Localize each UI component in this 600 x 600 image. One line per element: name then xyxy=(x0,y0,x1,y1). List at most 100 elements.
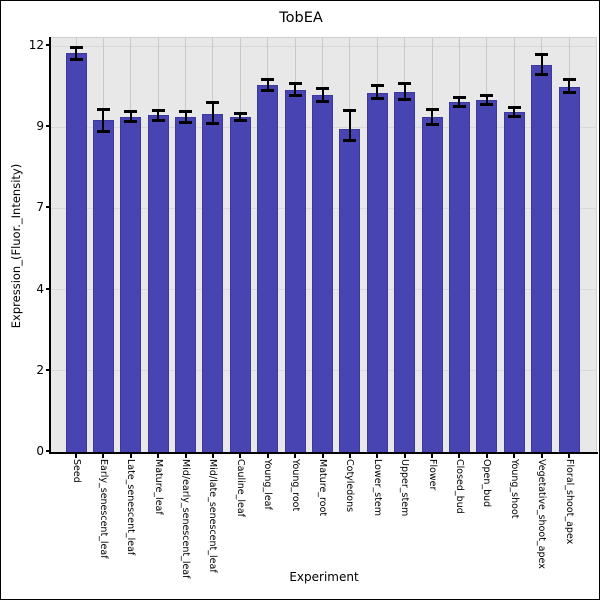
error-bar-cap-top xyxy=(69,45,83,49)
error-bar-cap-bottom xyxy=(480,103,494,107)
error-bar-whisker xyxy=(266,79,269,91)
y-tick-mark xyxy=(46,125,51,128)
error-bar-cap-bottom xyxy=(233,118,247,122)
error-bar-cap-top xyxy=(452,95,466,99)
x-tick-mark xyxy=(431,454,434,458)
error-bar-cap-bottom xyxy=(316,99,329,103)
bar xyxy=(257,84,279,454)
x-tick-mark xyxy=(485,454,488,458)
y-tick-mark xyxy=(46,206,51,209)
error-bar-whisker xyxy=(403,83,406,100)
x-tick-label: Closed_bud xyxy=(453,459,465,514)
error-bar-whisker xyxy=(184,111,187,123)
error-bar-whisker xyxy=(102,109,105,132)
x-tick-mark xyxy=(211,454,214,458)
bar xyxy=(92,120,114,454)
error-bar-whisker xyxy=(513,107,516,117)
error-bar-whisker xyxy=(568,79,570,93)
chart-title: TobEA xyxy=(279,10,323,26)
x-tick-mark xyxy=(348,454,351,458)
bar xyxy=(394,91,416,454)
error-bar-cap-top xyxy=(124,110,138,114)
x-tick-label: Flower xyxy=(426,459,438,491)
error-bar-whisker xyxy=(211,102,214,124)
y-tick-label: 4 xyxy=(36,281,44,296)
bar xyxy=(202,113,224,454)
y-tick-mark xyxy=(46,450,51,452)
error-bar-cap-bottom xyxy=(96,130,110,134)
x-tick-mark xyxy=(157,454,160,458)
x-tick-label: Vegetative_shoot_apex xyxy=(536,459,548,569)
error-bar-cap-top xyxy=(206,101,220,104)
x-tick-mark xyxy=(540,454,543,458)
y-tick-mark xyxy=(46,44,51,46)
error-bar-whisker xyxy=(348,110,351,141)
y-axis-line xyxy=(49,37,51,454)
error-bar-cap-top xyxy=(316,87,329,91)
x-tick-label: Mature_root xyxy=(317,459,328,517)
error-bar-cap-bottom xyxy=(288,93,302,97)
bar xyxy=(312,95,333,454)
error-bar-cap-top xyxy=(507,106,521,110)
error-bar-whisker xyxy=(376,85,379,99)
error-bar-cap-bottom xyxy=(179,120,193,124)
y-tick-label: 9 xyxy=(36,119,44,134)
error-bar-cap-top xyxy=(398,81,412,85)
error-bar-cap-bottom xyxy=(206,121,220,125)
x-tick-mark xyxy=(568,454,570,458)
x-tick-label: Floral_shoot_apex xyxy=(563,459,575,545)
plot-area xyxy=(51,37,597,455)
error-bar-whisker xyxy=(431,109,434,125)
y-tick-label: 2 xyxy=(36,362,44,377)
bar xyxy=(65,52,87,454)
x-tick-label: Seed xyxy=(70,459,82,483)
error-bar-cap-bottom xyxy=(562,90,576,94)
y-tick-label: 12 xyxy=(28,38,44,52)
y-tick-mark xyxy=(46,287,51,290)
x-tick-label: Mid/early_senescent_leaf xyxy=(180,459,192,579)
error-bar-cap-top xyxy=(535,53,549,57)
x-tick-label: Mid/late_senescent_leaf xyxy=(207,459,219,573)
x-tick-mark xyxy=(239,454,242,458)
error-bar-cap-top xyxy=(343,109,357,113)
error-bar-whisker xyxy=(485,95,488,105)
error-bar-whisker xyxy=(540,54,543,75)
x-tick-label: Early_senescent_leaf xyxy=(97,459,109,559)
x-tick-label: Young_root xyxy=(289,459,301,512)
error-bar-whisker xyxy=(294,83,297,96)
y-axis-label-text: Expression_(Fluor._Intensity) xyxy=(9,163,23,329)
error-bar-cap-bottom xyxy=(370,96,384,100)
error-bar-cap-top xyxy=(179,110,193,114)
error-bar-cap-top xyxy=(425,107,439,111)
x-tick-mark xyxy=(75,454,77,458)
x-tick-label: Lower_stem xyxy=(371,459,383,516)
bar xyxy=(531,64,553,454)
error-bar-cap-top xyxy=(370,84,384,88)
bar xyxy=(284,89,306,454)
bar xyxy=(448,101,470,454)
x-tick-mark xyxy=(513,454,516,458)
x-tick-mark xyxy=(266,454,269,458)
x-tick-mark xyxy=(376,454,379,458)
x-tick-mark xyxy=(294,454,297,458)
bar xyxy=(147,115,169,454)
x-tick-mark xyxy=(102,454,105,458)
x-tick-label: Young_leaf xyxy=(262,459,274,510)
bar xyxy=(120,117,142,454)
error-bar-cap-top xyxy=(288,81,302,85)
error-bar-whisker xyxy=(321,88,324,102)
x-tick-mark xyxy=(184,454,187,458)
horizontal-gridline xyxy=(51,45,597,47)
error-bar-cap-top xyxy=(562,77,576,81)
bar xyxy=(175,117,197,454)
x-tick-mark xyxy=(129,454,132,458)
error-bar-cap-bottom xyxy=(398,98,412,102)
x-tick-label: Mature_leaf xyxy=(152,459,164,515)
error-bar-cap-top xyxy=(480,94,494,98)
x-tick-mark xyxy=(321,454,324,458)
error-bar-cap-bottom xyxy=(124,119,138,123)
x-tick-label: Cauline_leaf xyxy=(234,459,246,518)
y-tick-label: 7 xyxy=(36,200,44,215)
bar xyxy=(503,111,525,454)
